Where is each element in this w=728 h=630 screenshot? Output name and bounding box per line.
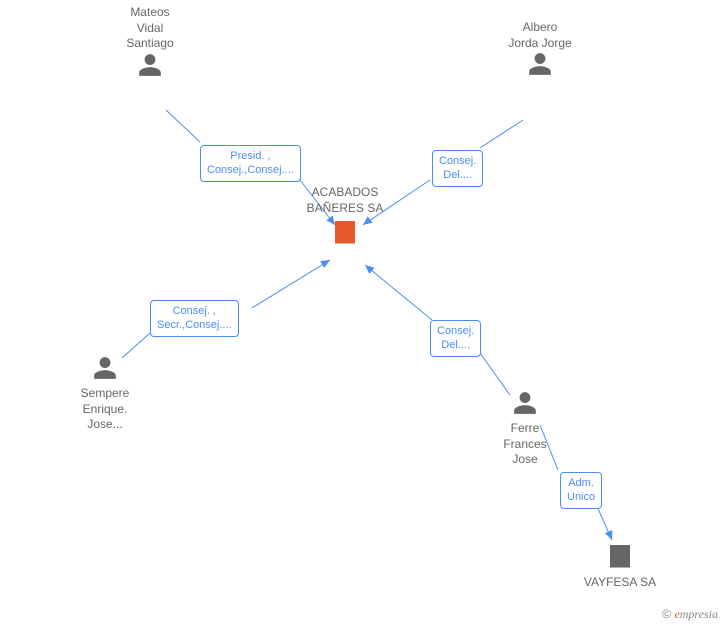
building-icon [305,216,385,251]
edge-label-sempere-acabados: Consej. ,Secr.,Consej.... [150,300,239,337]
person-icon [485,390,565,421]
node-label-sempere: SempereEnrique.Jose... [65,386,145,433]
person-icon [110,52,190,83]
person-icon [500,51,580,82]
copyright: © empresia [662,607,718,622]
building-icon [580,540,660,575]
node-label-acabados: ACABADOSBAÑERES SA [305,185,385,216]
edge-label-albero-acabados: Consej.Del.... [432,150,483,187]
node-albero[interactable]: AlberoJorda Jorge [500,20,580,82]
node-label-albero: AlberoJorda Jorge [500,20,580,51]
node-label-mateos: MateosVidalSantiago [110,5,190,52]
arrowhead-icon [320,257,332,268]
person-icon [65,355,145,386]
edge-label-ferre-vayfesa: Adm.Unico [560,472,602,509]
node-ferre[interactable]: FerreFrancesJose [485,390,565,468]
node-vayfesa[interactable]: VAYFESA SA [580,540,660,591]
node-label-vayfesa: VAYFESA SA [580,575,660,591]
brand-rest: mpresia [680,607,718,621]
node-acabados[interactable]: ACABADOSBAÑERES SA [305,185,385,251]
edge-label-ferre-acabados: Consej.Del.... [430,320,481,357]
node-mateos[interactable]: MateosVidalSantiago [110,5,190,83]
edge-label-mateos-acabados: Presid. ,Consej.,Consej.... [200,145,301,182]
arrowhead-icon [362,262,374,274]
edges-layer [0,0,728,630]
node-sempere[interactable]: SempereEnrique.Jose... [65,355,145,433]
copyright-symbol: © [662,607,671,621]
node-label-ferre: FerreFrancesJose [485,421,565,468]
